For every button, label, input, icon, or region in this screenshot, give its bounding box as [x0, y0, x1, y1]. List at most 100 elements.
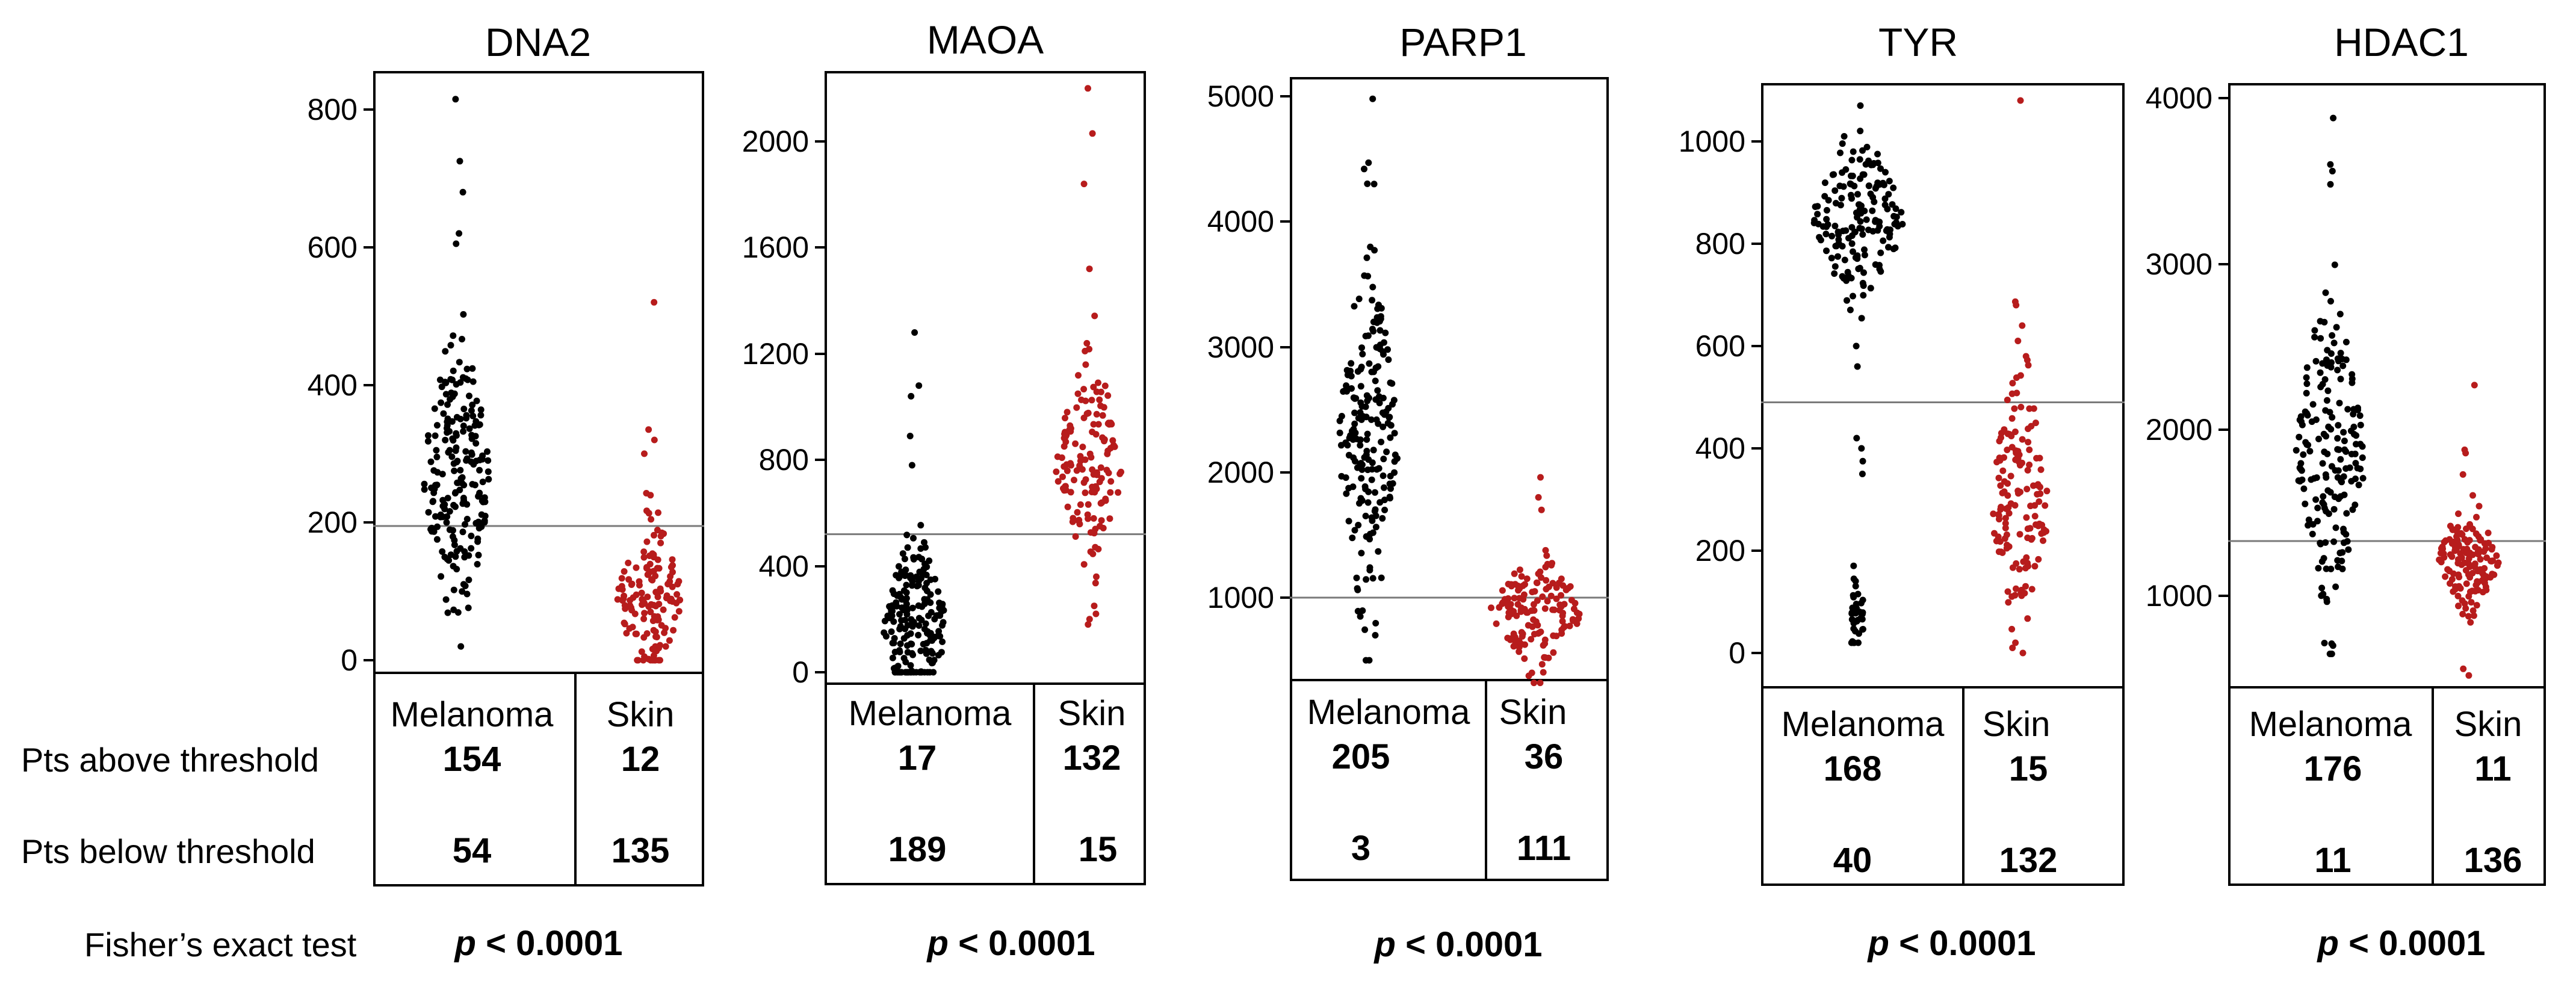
skin-point [1553, 595, 1560, 602]
melanoma-point [1860, 269, 1867, 276]
skin-point [1543, 577, 1550, 584]
skin-point [1104, 392, 1112, 399]
skin-point [1061, 430, 1068, 438]
melanoma-point [1860, 171, 1868, 178]
skin-point [641, 610, 648, 617]
melanoma-point [894, 669, 901, 676]
y-tick-label: 800 [307, 93, 358, 126]
skin-point [2454, 592, 2462, 599]
skin-point [1566, 622, 1573, 630]
skin-above-count: 11 [2474, 749, 2512, 788]
melanoma-point [2332, 524, 2339, 531]
skin-point [1522, 641, 1528, 648]
melanoma-point [464, 376, 471, 383]
melanoma-point [466, 392, 472, 400]
skin-point [2030, 482, 2037, 489]
skin-point [669, 556, 676, 563]
melanoma-point [477, 406, 485, 413]
melanoma-point [908, 462, 915, 469]
skin-point [2023, 514, 2030, 521]
melanoma-point [909, 651, 917, 658]
skin-point [1514, 601, 1522, 608]
skin-point [1090, 383, 1097, 391]
skin-point [2005, 599, 2012, 606]
melanoma-point [1852, 583, 1859, 590]
skin-point [1102, 497, 1109, 504]
melanoma-point [444, 401, 451, 408]
melanoma-point [463, 365, 471, 373]
skin-point [1097, 500, 1104, 507]
skin-point [651, 299, 658, 306]
melanoma-point [461, 554, 468, 561]
skin-point [675, 608, 683, 615]
y-tick-mark [815, 246, 825, 249]
y-tick-mark [1751, 652, 1761, 654]
melanoma-point [450, 606, 457, 613]
melanoma-point [2319, 380, 2326, 388]
melanoma-point [2323, 596, 2330, 602]
melanoma-point [439, 548, 446, 555]
skin-point [618, 575, 625, 582]
melanoma-point [2335, 467, 2342, 474]
melanoma-point [459, 336, 465, 342]
y-tick-label: 800 [1695, 227, 1745, 261]
y-tick-label: 3000 [1207, 330, 1274, 364]
melanoma-point [1861, 208, 1868, 214]
skin-point [2483, 554, 2491, 562]
skin-point [2462, 450, 2469, 457]
melanoma-point [1365, 159, 1372, 166]
skin-point [2483, 586, 2490, 593]
group-label-skin: Skin [1499, 693, 1567, 732]
skin-point [658, 622, 665, 629]
skin-point [1511, 570, 1518, 577]
skin-point [2040, 537, 2046, 544]
melanoma-point [452, 503, 459, 510]
skin-point [2466, 574, 2474, 581]
skin-point [1086, 450, 1094, 457]
melanoma-point [444, 555, 451, 563]
melanoma-point [1372, 620, 1379, 627]
melanoma-point [1372, 489, 1378, 496]
melanoma-point [2339, 362, 2347, 370]
melanoma-point [2322, 471, 2329, 478]
melanoma-point [1376, 345, 1384, 353]
melanoma-point [1857, 128, 1864, 135]
group-label-skin: Skin [1057, 694, 1126, 733]
melanoma-point [1859, 147, 1866, 154]
skin-point [1493, 620, 1500, 627]
melanoma-point [1857, 175, 1864, 182]
skin-point [2009, 564, 2016, 571]
melanoma-point [444, 609, 451, 616]
melanoma-point [1848, 240, 1856, 247]
melanoma-point [1810, 220, 1818, 226]
melanoma-point [1834, 253, 1841, 260]
melanoma-point [477, 412, 485, 419]
melanoma-point [1375, 548, 1382, 555]
melanoma-point [2341, 446, 2348, 453]
melanoma-point [888, 608, 895, 615]
skin-below-count: 135 [611, 831, 670, 870]
melanoma-point [1366, 536, 1373, 543]
melanoma-point [450, 563, 457, 570]
skin-point [623, 630, 630, 637]
melanoma-point [910, 554, 917, 561]
melanoma-point [1357, 365, 1364, 373]
skin-point [2454, 560, 2462, 567]
melanoma-point [1877, 249, 1884, 256]
melanoma-point [2308, 476, 2315, 483]
melanoma-point [1880, 237, 1887, 244]
melanoma-point [921, 560, 928, 568]
melanoma-point [453, 430, 460, 437]
melanoma-point [910, 534, 917, 542]
skin-point [1082, 347, 1089, 354]
skin-point [1062, 415, 1068, 422]
melanoma-point [453, 444, 460, 451]
melanoma-point [2323, 397, 2330, 404]
melanoma-point [915, 631, 922, 639]
skin-point [1115, 489, 1122, 496]
melanoma-point [433, 536, 441, 543]
skin-point [654, 556, 661, 563]
melanoma-point [2330, 339, 2338, 347]
melanoma-point [881, 617, 888, 625]
skin-point [628, 604, 634, 611]
